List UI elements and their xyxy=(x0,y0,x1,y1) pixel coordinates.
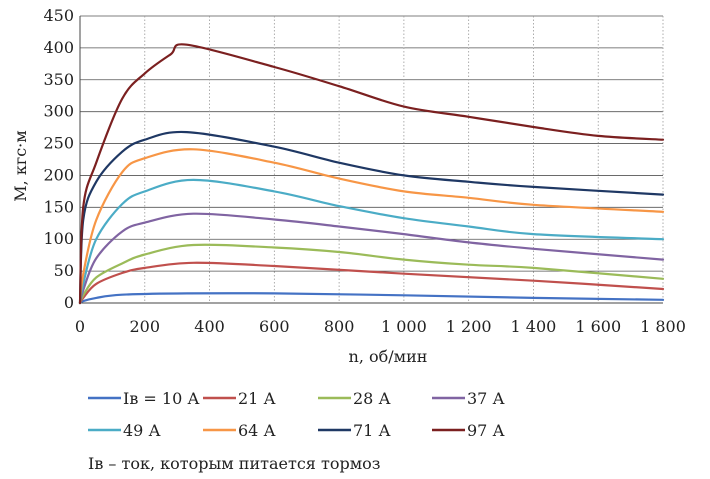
axes xyxy=(79,16,663,304)
series-line-8 xyxy=(78,43,665,305)
grid xyxy=(80,15,664,303)
legend-label: 64 А xyxy=(238,421,276,440)
x-tick-label: 200 xyxy=(130,317,161,336)
legend-label: Iв = 10 А xyxy=(123,389,199,408)
y-tick-label: 150 xyxy=(43,197,74,216)
legend-label: 71 А xyxy=(353,421,391,440)
y-tick-label: 400 xyxy=(43,38,74,57)
legend-label: 37 А xyxy=(467,389,505,408)
y-tick-label: 450 xyxy=(43,6,74,25)
y-axis-title: M, кгс·м xyxy=(11,130,30,201)
y-tick-label: 350 xyxy=(43,70,74,89)
x-tick-label: 400 xyxy=(194,317,225,336)
x-tick-label: 1 400 xyxy=(511,317,557,336)
legend-label: 49 А xyxy=(123,421,161,440)
series-group xyxy=(78,43,665,305)
series-line-6 xyxy=(78,148,665,305)
x-tick-label: 1 000 xyxy=(381,317,427,336)
series-line-4 xyxy=(78,212,665,305)
series-line-5 xyxy=(78,178,665,305)
y-tick-label: 100 xyxy=(43,229,74,248)
x-tick-label: 1 800 xyxy=(640,317,686,336)
y-tick-label: 200 xyxy=(43,165,74,184)
series-line-2 xyxy=(78,261,665,305)
series-line-1 xyxy=(78,292,665,305)
legend-label: 28 А xyxy=(353,389,391,408)
y-tick-label: 300 xyxy=(43,102,74,121)
legend-label: 97 А xyxy=(467,421,505,440)
current-note: Iв – ток, которым питается тормоз xyxy=(88,454,381,473)
x-tick-label: 1 600 xyxy=(575,317,621,336)
y-tick-label: 50 xyxy=(54,261,74,280)
series-line-7 xyxy=(78,130,665,305)
x-axis-title: n, об/мин xyxy=(349,347,428,366)
tick-labels: 0 50 100 150 200 250 300 350 400 450 0 200 400 600 800… xyxy=(43,6,685,336)
series-line-3 xyxy=(78,243,665,305)
y-tick-label: 250 xyxy=(43,134,74,153)
x-tick-label: 0 xyxy=(75,317,85,336)
x-tick-label: 600 xyxy=(259,317,290,336)
legend: Iв = 10 А 21 А 28 А 37 А 49 А 64 А 71 А 97 А xyxy=(88,389,505,440)
x-tick-label: 800 xyxy=(324,317,355,336)
x-tick-label: 1 200 xyxy=(446,317,492,336)
y-tick-label: 0 xyxy=(64,293,74,312)
legend-label: 21 А xyxy=(238,389,276,408)
